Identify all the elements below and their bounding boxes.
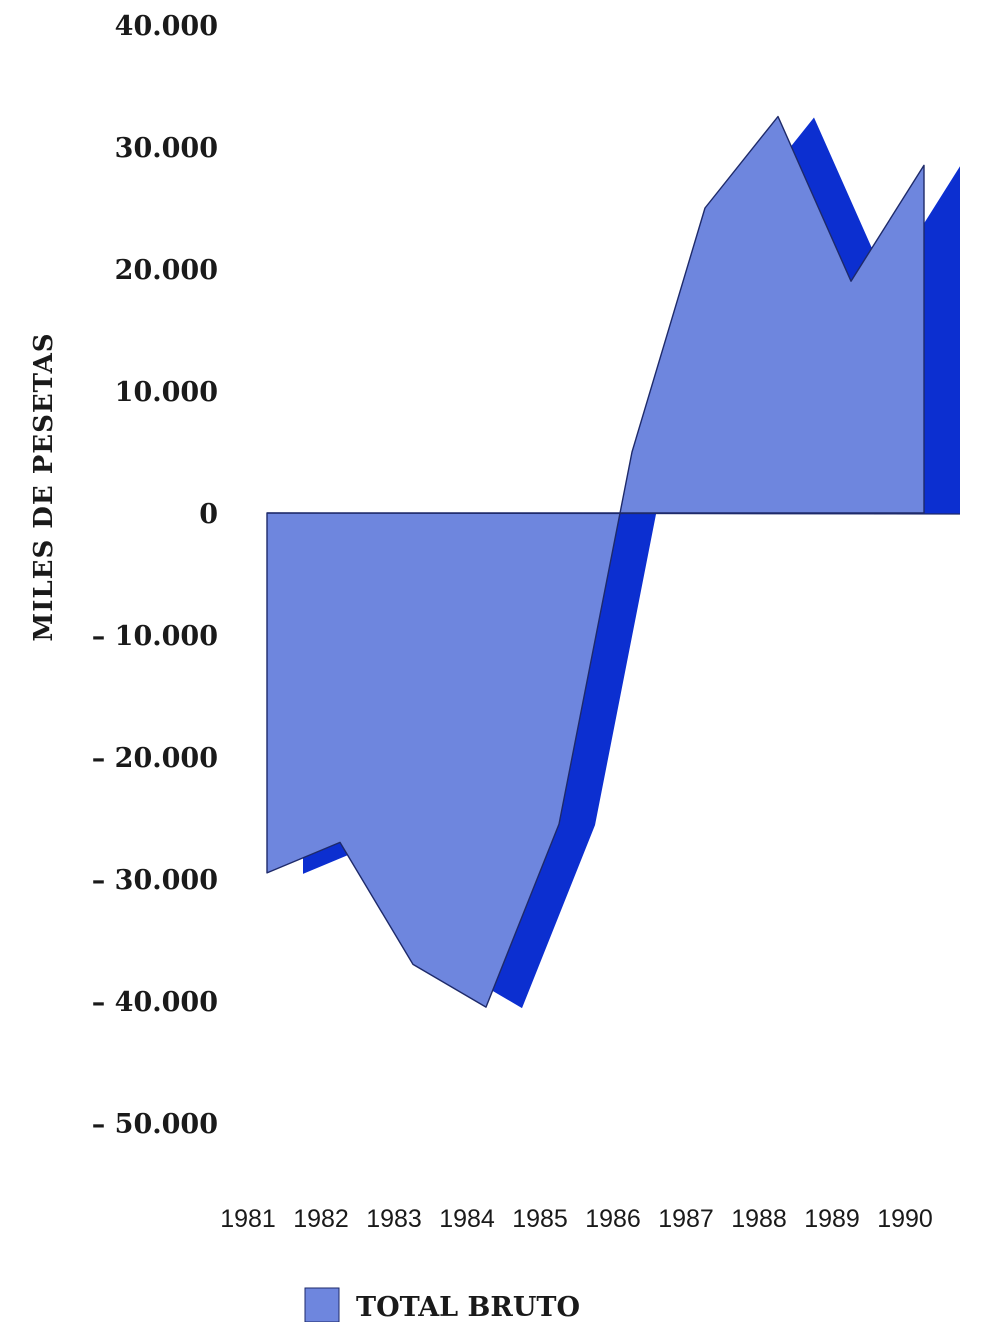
x-tick-label: 1983 (366, 1205, 422, 1233)
x-tick-label: 1982 (293, 1205, 349, 1233)
x-tick-label: 1984 (439, 1205, 495, 1233)
x-tick-label: 1986 (585, 1205, 641, 1233)
legend-label: TOTAL BRUTO (356, 1292, 580, 1322)
y-tick-label: 30.000 (115, 133, 218, 164)
x-tick-label: 1985 (512, 1205, 568, 1233)
y-tick-label: – 50.000 (92, 1109, 218, 1140)
y-tick-label: 0 (199, 499, 218, 530)
x-tick-label: 1981 (220, 1205, 276, 1233)
x-tick-label: 1990 (877, 1205, 933, 1233)
x-tick-label: 1989 (804, 1205, 860, 1233)
y-axis-label: MILES DE PESETAS (29, 332, 59, 641)
area-face (266, 115, 925, 1008)
x-tick-label: 1988 (731, 1205, 787, 1233)
legend-swatch (304, 1287, 340, 1322)
y-tick-label: 20.000 (115, 255, 218, 286)
area-face-layer (266, 115, 961, 1008)
y-tick-label: – 20.000 (92, 743, 218, 774)
zero-baseline (266, 512, 961, 515)
legend: TOTAL BRUTO (304, 1287, 580, 1322)
x-tick-label: 1987 (658, 1205, 714, 1233)
y-tick-label: 40.000 (115, 11, 218, 42)
y-tick-label: 10.000 (115, 377, 218, 408)
y-tick-label: – 30.000 (92, 865, 218, 896)
y-axis-ticks: 40.000 30.000 20.000 10.000 0 – 10.000 – 20.00… (92, 11, 218, 1140)
y-tick-label: – 10.000 (92, 621, 218, 652)
x-axis-ticks: 1981 1982 1983 1984 1985 1986 1987 1988 1989 1990 (220, 1205, 933, 1233)
y-tick-label: – 40.000 (92, 987, 218, 1018)
